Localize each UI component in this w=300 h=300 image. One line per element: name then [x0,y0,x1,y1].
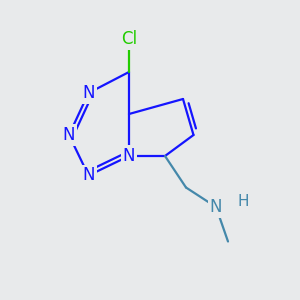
Text: N: N [210,198,222,216]
Text: N: N [63,126,75,144]
Text: N: N [82,167,95,184]
Text: N: N [82,84,95,102]
Text: H: H [237,194,249,208]
Text: Cl: Cl [121,30,137,48]
Text: N: N [123,147,135,165]
